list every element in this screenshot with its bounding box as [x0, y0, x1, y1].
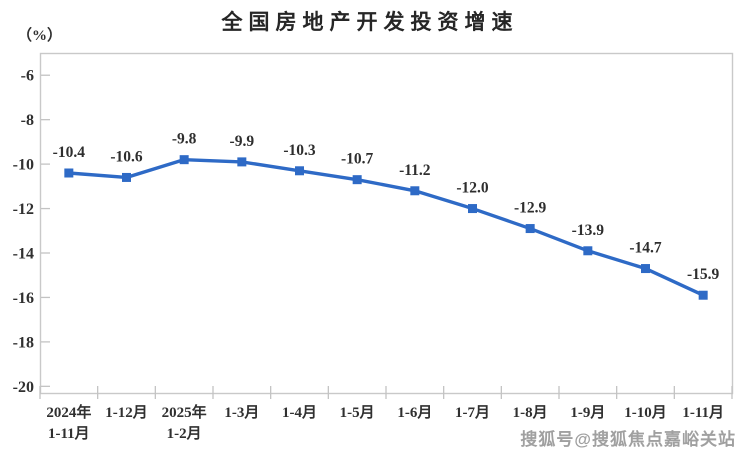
x-axis-category-label: 1-11月 [682, 404, 724, 421]
data-point-label: -15.9 [687, 266, 720, 283]
data-point-label: -14.7 [629, 240, 662, 257]
data-point-marker [295, 166, 304, 176]
y-axis-tick-label: -16 [13, 290, 34, 307]
y-axis-tick-label: -10 [13, 157, 34, 174]
y-axis-tick-label: -18 [13, 334, 34, 351]
data-point-label: -10.6 [110, 148, 143, 165]
x-axis-category-label: 1-4月 [282, 404, 317, 421]
data-point-marker [583, 246, 593, 256]
data-point-label: -10.7 [341, 151, 374, 168]
y-axis-tick-label: -20 [13, 379, 34, 396]
data-point-label: -9.8 [172, 131, 197, 148]
data-point-label: -10.3 [283, 142, 316, 159]
data-point-marker [641, 264, 650, 274]
x-axis-category-label: 1-6月 [397, 404, 432, 421]
data-point-label: -11.2 [399, 162, 431, 179]
data-point-marker [352, 175, 362, 185]
y-axis-tick-label: -14 [13, 246, 34, 263]
y-axis-unit-label: （%） [17, 28, 63, 44]
watermark-text: 搜狐号@搜狐焦点嘉峪关站 [520, 430, 736, 449]
x-axis-category-label: 1-10月 [624, 404, 667, 421]
y-axis-tick-label: -6 [21, 68, 34, 85]
x-axis-category-label: 1-5月 [340, 404, 375, 421]
data-point-label: -12.9 [514, 200, 547, 217]
data-point-marker [237, 157, 247, 167]
x-axis-category-label: 1-3月 [224, 404, 259, 421]
data-point-marker [468, 204, 477, 214]
x-axis-category-label: 1-7月 [455, 404, 490, 421]
data-point-label: -10.4 [53, 144, 86, 161]
data-point-marker [179, 155, 189, 165]
y-axis-tick-label: -8 [21, 112, 34, 129]
data-point-label: -9.9 [230, 133, 255, 150]
plot-area-border [39, 52, 734, 395]
x-axis-category-label: 1-9月 [570, 404, 605, 421]
data-point-label: -12.0 [456, 180, 489, 197]
data-point-marker [122, 172, 131, 182]
x-axis-category-label: 2025年 1-2月 [162, 403, 207, 442]
data-point-marker [698, 290, 708, 300]
data-point-label: -13.9 [572, 222, 605, 239]
series-line [67, 157, 705, 297]
data-point-marker [64, 168, 74, 178]
x-axis-category-label: 1-8月 [513, 404, 548, 421]
data-point-marker [410, 186, 420, 196]
data-point-marker [525, 224, 535, 234]
chart-title: 全国房地产开发投资增速 [221, 11, 519, 34]
x-axis-category-label: 2024年 1-11月 [46, 403, 91, 442]
x-axis-category-label: 1-12月 [105, 404, 148, 421]
y-axis-tick-label: -12 [13, 201, 34, 218]
